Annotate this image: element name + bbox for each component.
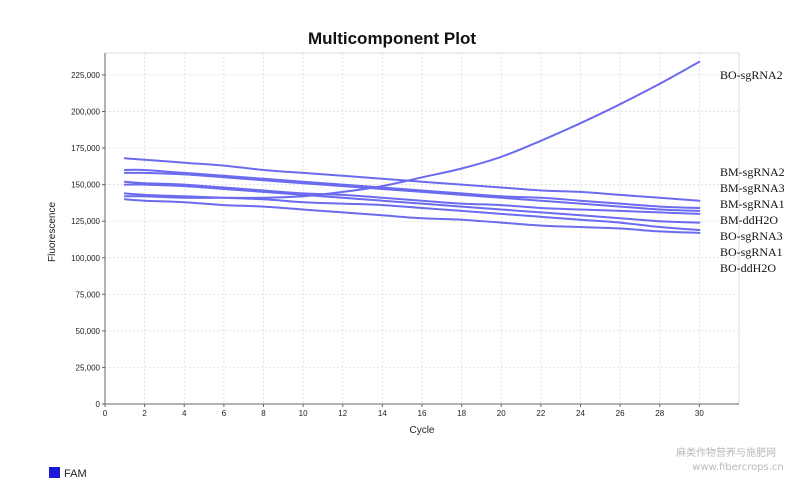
series-label-bo-sgrna1: BO-sgRNA1 xyxy=(720,245,783,259)
y-tick-label: 0 xyxy=(96,400,101,409)
series-line-bm-ddh2o xyxy=(123,192,701,231)
x-tick-label: 14 xyxy=(378,409,387,418)
y-tick-label: 75,000 xyxy=(76,290,101,299)
legend-label: FAM xyxy=(64,468,87,478)
y-axis-label: Fluorescence xyxy=(47,202,58,262)
x-tick-label: 2 xyxy=(142,409,147,418)
y-tick-label: 125,000 xyxy=(71,217,100,226)
series-label-bm-sgrna3: BM-sgRNA3 xyxy=(720,181,785,195)
series-labels: BO-sgRNA2 BM-sgRNA2 BM-sgRNA3 BM-sgRNA1 BM-d… xyxy=(720,68,785,275)
series-label-bo-ddh2o: BO-ddH2O xyxy=(720,261,776,275)
x-tick-label: 8 xyxy=(261,409,266,418)
series-line-bo-sgrna1 xyxy=(123,171,701,212)
grid-lines xyxy=(104,52,740,405)
legend: FAM xyxy=(49,467,87,478)
series-line-bo-sgrna3 xyxy=(123,198,701,234)
series-label-bo-sgrna2: BO-sgRNA2 xyxy=(720,68,783,82)
x-tick-label: 6 xyxy=(222,409,227,418)
y-tick-label: 200,000 xyxy=(71,108,100,117)
x-tick-labels: 0 2 4 6 8 10 12 14 16 18 20 22 24 26 28 30 xyxy=(103,409,705,418)
series-line-bm-sgrna1 xyxy=(123,180,701,215)
series-line-bm-sgrna2 xyxy=(123,157,701,202)
x-tick-label: 24 xyxy=(576,409,585,418)
series-label-bm-sgrna1: BM-sgRNA1 xyxy=(720,197,785,211)
series-line-bo-ddh2o xyxy=(123,183,701,224)
y-tick-label: 25,000 xyxy=(76,363,101,372)
x-tick-label: 26 xyxy=(616,409,625,418)
x-tick-label: 20 xyxy=(497,409,506,418)
x-tick-label: 28 xyxy=(655,409,664,418)
y-tick-label: 100,000 xyxy=(71,254,100,263)
x-tick-label: 4 xyxy=(182,409,187,418)
x-tick-label: 30 xyxy=(695,409,704,418)
x-tick-label: 16 xyxy=(418,409,427,418)
y-tick-labels: 0 25,000 50,000 75,000 100,000 125,000 150,000… xyxy=(71,71,100,409)
series-label-bm-sgrna2: BM-sgRNA2 xyxy=(720,165,785,179)
y-tick-label: 150,000 xyxy=(71,181,100,190)
legend-swatch xyxy=(49,467,60,478)
chart-title: Multicomponent Plot xyxy=(308,29,476,48)
series-lines xyxy=(123,60,701,234)
x-tick-label: 0 xyxy=(103,409,108,418)
y-tick-label: 175,000 xyxy=(71,144,100,153)
watermark-line-2: www.fibercrops.cn xyxy=(692,462,784,473)
series-line-bo-sgrna2 xyxy=(123,60,701,199)
y-tick-label: 50,000 xyxy=(76,327,101,336)
series-line-bm-sgrna3 xyxy=(123,168,701,209)
x-tick-label: 18 xyxy=(457,409,466,418)
series-label-bo-sgrna3: BO-sgRNA3 xyxy=(720,229,783,243)
axes xyxy=(102,53,739,407)
series-label-bm-ddh2o: BM-ddH2O xyxy=(720,213,778,227)
x-tick-label: 22 xyxy=(536,409,545,418)
y-tick-label: 225,000 xyxy=(71,71,100,80)
watermark-line-1: 麻类作物营养与施肥网 xyxy=(676,446,776,459)
x-axis-label: Cycle xyxy=(409,425,434,436)
x-tick-label: 12 xyxy=(338,409,347,418)
x-tick-label: 10 xyxy=(299,409,308,418)
